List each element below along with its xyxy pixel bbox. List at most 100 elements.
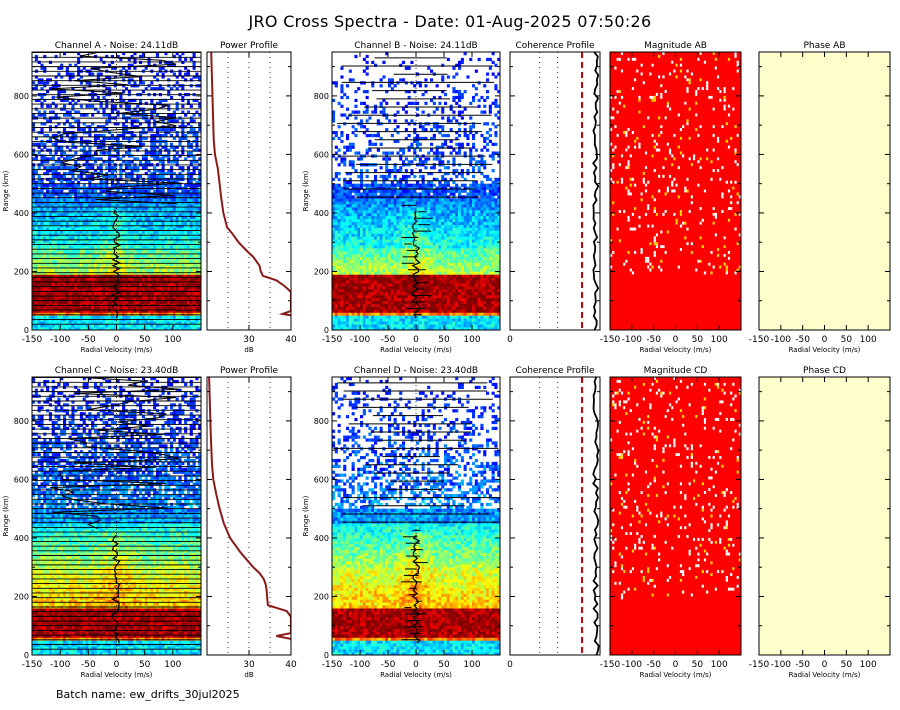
spectrum-cell [497, 309, 500, 313]
spectrum-cell [346, 306, 350, 310]
spectrum-cell [155, 327, 160, 330]
spectrum-cell [88, 265, 92, 269]
spectrum-cell [54, 262, 58, 266]
spectrum-cell [116, 300, 120, 304]
spectrum-cell [136, 324, 140, 328]
spectrum-cell [404, 318, 408, 322]
spectrum-cell [110, 136, 114, 141]
spectrum-cell [172, 236, 176, 240]
spectrum-cell [48, 324, 53, 328]
spectrum-cell [158, 230, 162, 234]
spectrum-cell [124, 321, 129, 325]
spectrum-cell [65, 198, 69, 202]
spectrum-cell [62, 98, 67, 103]
spectrum-cell [108, 327, 112, 330]
spectrum-cell [413, 309, 417, 313]
spectrum-cell [153, 142, 157, 146]
spectrum-cell [446, 324, 450, 328]
spectrum-cell [181, 136, 185, 141]
spectrum-cell [110, 250, 114, 255]
spectrum-cell [172, 125, 176, 129]
spectrum-cell [110, 221, 114, 225]
spectrum-cell [136, 180, 140, 184]
spectrum-cell [88, 218, 92, 223]
spectrum-cell [130, 221, 134, 225]
spectrum-cell [365, 327, 369, 330]
spectrum-cell [96, 215, 100, 220]
spectrum-cell [483, 303, 487, 307]
spectrum-cell [139, 259, 143, 263]
spectrum-cell [144, 324, 148, 328]
spectrum-cell [195, 283, 199, 287]
spectrum-cell [110, 286, 114, 290]
spectrum-cell [184, 192, 188, 196]
spectrum-cell [141, 221, 145, 225]
spectrum-cell [161, 253, 165, 258]
spectrum-cell [46, 253, 50, 258]
spectrum-cell [133, 291, 137, 296]
spectrum-cell [198, 215, 201, 220]
spectrum-cell [71, 321, 75, 325]
spectrum-cell [85, 321, 89, 325]
spectrum-cell [410, 312, 414, 316]
spectrum-cell [124, 277, 129, 281]
spectrum-cell [48, 253, 53, 258]
spectrum-cell [198, 321, 201, 325]
spectrum-cell [198, 250, 201, 255]
spectrum-cell [164, 230, 168, 234]
spectrum-cell [144, 327, 148, 330]
spectrum-cell [167, 327, 171, 330]
spectrum-cell [334, 300, 338, 304]
spectrum-cell [65, 306, 69, 310]
spectrum-cell [57, 212, 61, 217]
spectrum-cell [178, 212, 182, 217]
spectrum-cell [32, 207, 36, 211]
spectrum-cell [164, 253, 168, 258]
spectrum-cell [110, 166, 114, 170]
spectrum-cell [102, 183, 106, 187]
spectrum-cell [124, 230, 129, 234]
spectrum-cell [192, 198, 196, 202]
spectrum-cell [68, 291, 72, 296]
spectrum-cell [77, 230, 81, 234]
spectrum-cell [195, 268, 199, 272]
spectrum-cell [40, 189, 44, 193]
spectrum-cell [136, 253, 140, 258]
spectrum-cell [181, 259, 185, 263]
spectrum-cell [452, 303, 456, 307]
spectrum-cell [385, 309, 389, 313]
spectrum-cell [449, 294, 453, 299]
spectrum-cell [77, 180, 81, 184]
spectrum-cell [124, 312, 129, 316]
spectrum-cell [130, 192, 134, 196]
spectrum-cell [105, 324, 109, 328]
spectrum-cell [96, 327, 100, 330]
spectrum-cell [390, 291, 394, 296]
spectrum-cell [164, 289, 168, 293]
spectrum-cell [119, 297, 123, 302]
spectrum-cell [68, 72, 72, 76]
spectrum-cell [438, 318, 442, 322]
spectrum-cell [116, 142, 120, 146]
spectrum-cell [32, 324, 36, 328]
spectrum-cell [374, 297, 378, 302]
spectrum-cell [458, 297, 462, 302]
spectrum-cell [186, 265, 191, 269]
spectrum-cell [133, 218, 137, 223]
spectrum-cell [337, 324, 341, 328]
spectrum-cell [122, 315, 126, 319]
spectrum-cell [130, 321, 134, 325]
spectrum-cell [477, 300, 481, 304]
spectrum-cell [365, 297, 369, 302]
spectrum-cell [368, 309, 372, 313]
spectrum-cell [141, 52, 145, 56]
spectrum-cell [170, 239, 174, 243]
spectrum-cell [136, 265, 140, 269]
spectrum-cell [32, 321, 36, 325]
spectrum-cell [393, 297, 397, 302]
spectrum-cell [376, 309, 380, 313]
spectrum-cell [74, 110, 78, 114]
spectrum-cell [74, 236, 78, 240]
spectrum-cell [198, 289, 201, 293]
spectrum-cell [130, 230, 134, 234]
